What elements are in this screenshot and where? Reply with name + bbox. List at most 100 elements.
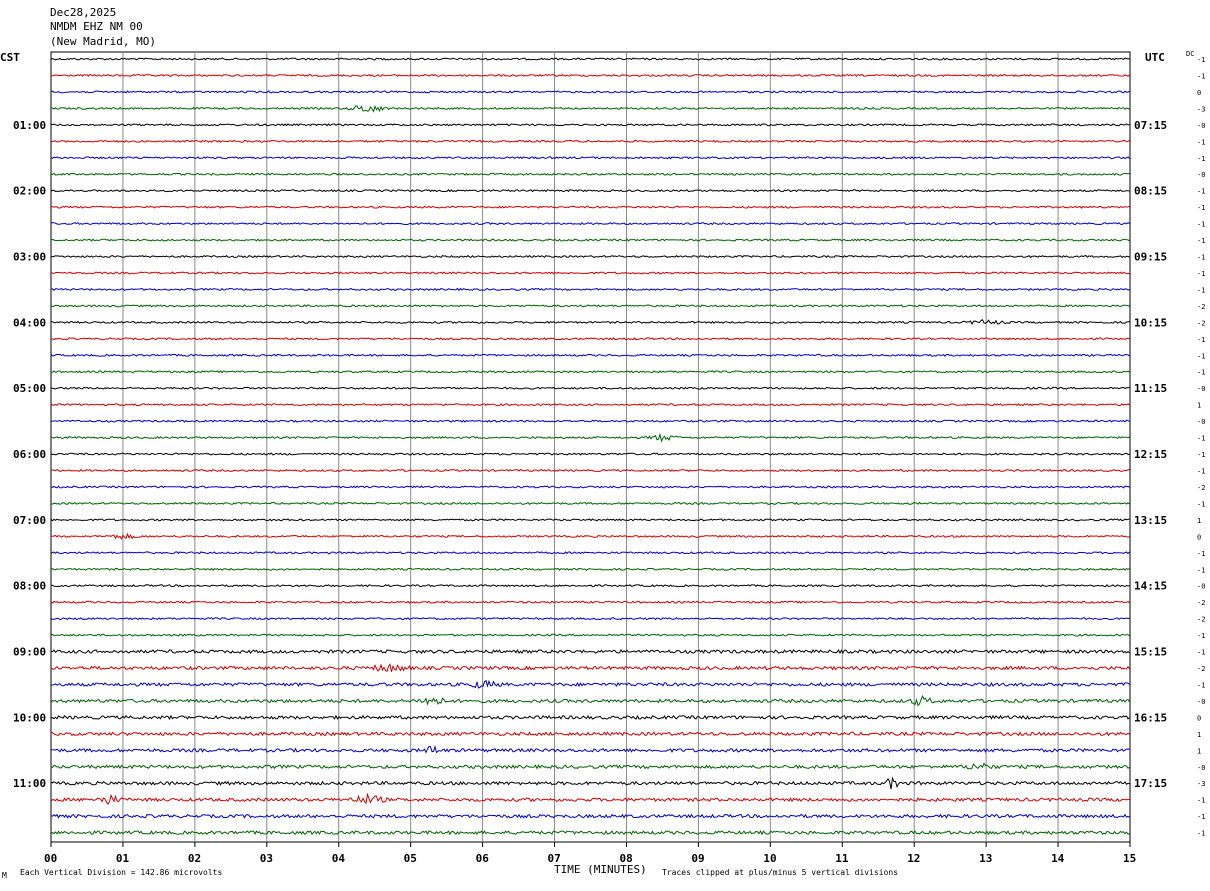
dc-offset: 1 [1197, 747, 1201, 755]
seismic-trace [50, 617, 1130, 621]
seismic-trace [50, 139, 1130, 143]
dc-offset: -0 [1197, 122, 1205, 130]
x-tick-labels: 00 01 02 03 04 05 06 07 08 09 10 11 12 13 14 15 [44, 842, 1136, 865]
dc-offset: -2 [1197, 303, 1205, 311]
seismic-trace [50, 254, 1130, 259]
dc-offset: -0 [1197, 171, 1205, 179]
seismic-trace [50, 567, 1130, 571]
seismic-trace [50, 403, 1130, 407]
utc-hour-label: 13:15 [1134, 514, 1167, 527]
utc-hour-label: 09:15 [1134, 251, 1167, 264]
cst-hour-label: 08:00 [13, 580, 46, 593]
time-grid [50, 51, 1131, 843]
scale-note: Each Vertical Division = 142.86 microvol… [20, 868, 222, 877]
seismic-trace [50, 501, 1130, 505]
dc-offset: -1 [1197, 188, 1205, 196]
seismic-trace [50, 694, 1130, 707]
utc-hour-label: 11:15 [1134, 382, 1167, 395]
dc-offset: -0 [1197, 764, 1205, 772]
dc-offset: -1 [1197, 204, 1205, 212]
seismic-trace [50, 57, 1130, 61]
seismic-trace [50, 485, 1130, 489]
dc-offset: -1 [1197, 813, 1205, 821]
seismic-trace [50, 304, 1130, 308]
x-tick-label: 10 [763, 852, 776, 865]
seismic-traces [50, 57, 1130, 836]
seismic-trace [51, 679, 1130, 689]
dc-offset: -1 [1197, 221, 1205, 229]
right-zone-label: UTC [1145, 51, 1165, 64]
utc-hour-label: 08:15 [1134, 185, 1167, 198]
seismic-trace [50, 238, 1130, 242]
plot-frame [50, 51, 1131, 843]
seismic-trace [51, 745, 1130, 754]
x-tick-label: 05 [404, 852, 417, 865]
seismic-trace [50, 287, 1130, 292]
dc-offset: -1 [1197, 500, 1205, 508]
dc-offset: -1 [1197, 797, 1205, 805]
dc-offset-values: -1 -1 0 -3 -0 -1 -1 -0 -1 -1 -1 -1 -1 -1 -1 -2 -2 -1 -1 -1 -… [1197, 56, 1205, 838]
dc-offset: -1 [1197, 451, 1205, 459]
seismic-trace [50, 468, 1130, 473]
utc-hour-label: 16:15 [1134, 711, 1167, 724]
dc-offset: -0 [1197, 583, 1205, 591]
x-tick-label: 04 [332, 852, 346, 865]
seismic-trace [50, 762, 1130, 770]
dc-offset: -2 [1197, 484, 1205, 492]
x-tick-label: 11 [835, 852, 849, 865]
corner-mark: M [2, 871, 7, 880]
cst-hour-label: 03:00 [13, 251, 46, 264]
seismic-trace [50, 452, 1130, 456]
x-axis-title: TIME (MINUTES) [554, 863, 647, 876]
utc-hour-label: 10:15 [1134, 316, 1167, 329]
seismic-trace [50, 104, 1130, 113]
dc-offset: -2 [1197, 616, 1205, 624]
dc-offset: -1 [1197, 468, 1205, 476]
left-zone-label: CST [0, 51, 20, 64]
x-tick-label: 02 [188, 852, 201, 865]
dc-offset: -0 [1197, 418, 1205, 426]
seismic-trace [50, 432, 1130, 443]
dc-offset: -1 [1197, 286, 1205, 294]
dc-offset: -1 [1197, 138, 1205, 146]
x-tick-label: 14 [1051, 852, 1065, 865]
dc-offset: -3 [1197, 780, 1205, 788]
dc-offset: -0 [1197, 698, 1205, 706]
seismic-trace [50, 731, 1130, 737]
seismic-trace [50, 518, 1130, 522]
dc-offset: -1 [1197, 155, 1205, 163]
dc-offset: -1 [1197, 649, 1205, 657]
dc-offset: 1 [1197, 517, 1201, 525]
header-date: Dec28,2025 [50, 6, 116, 19]
dc-offset: -1 [1197, 566, 1205, 574]
cst-hour-label: 05:00 [13, 382, 46, 395]
x-tick-label: 03 [260, 852, 273, 865]
dc-offset: -1 [1197, 72, 1205, 80]
seismic-trace [50, 189, 1130, 193]
dc-offset: -1 [1197, 336, 1205, 344]
dc-offset: -2 [1197, 665, 1205, 673]
seismic-trace [51, 337, 1130, 341]
clip-note: Traces clipped at plus/minus 5 vertical … [662, 868, 898, 877]
dc-offset: -2 [1197, 599, 1205, 607]
seismic-trace [50, 663, 1130, 673]
utc-hour-label: 07:15 [1134, 119, 1167, 132]
utc-hour-label: 15:15 [1134, 646, 1167, 659]
cst-hour-label: 10:00 [13, 711, 46, 724]
seismic-trace [50, 172, 1130, 176]
x-tick-label: 13 [979, 852, 992, 865]
dc-offset: -1 [1197, 681, 1205, 689]
dc-offset: 1 [1197, 402, 1201, 410]
seismic-trace [50, 714, 1130, 721]
x-tick-label: 00 [44, 852, 57, 865]
cst-hour-label: 04:00 [13, 316, 46, 329]
cst-hour-label: 01:00 [13, 119, 46, 132]
seismic-trace [50, 271, 1130, 275]
x-tick-label: 07 [548, 852, 561, 865]
dc-offset: -1 [1197, 550, 1205, 558]
seismic-trace [50, 551, 1130, 555]
seismic-trace [50, 830, 1130, 836]
seismic-trace [50, 649, 1130, 655]
cst-hour-label: 09:00 [13, 646, 46, 659]
